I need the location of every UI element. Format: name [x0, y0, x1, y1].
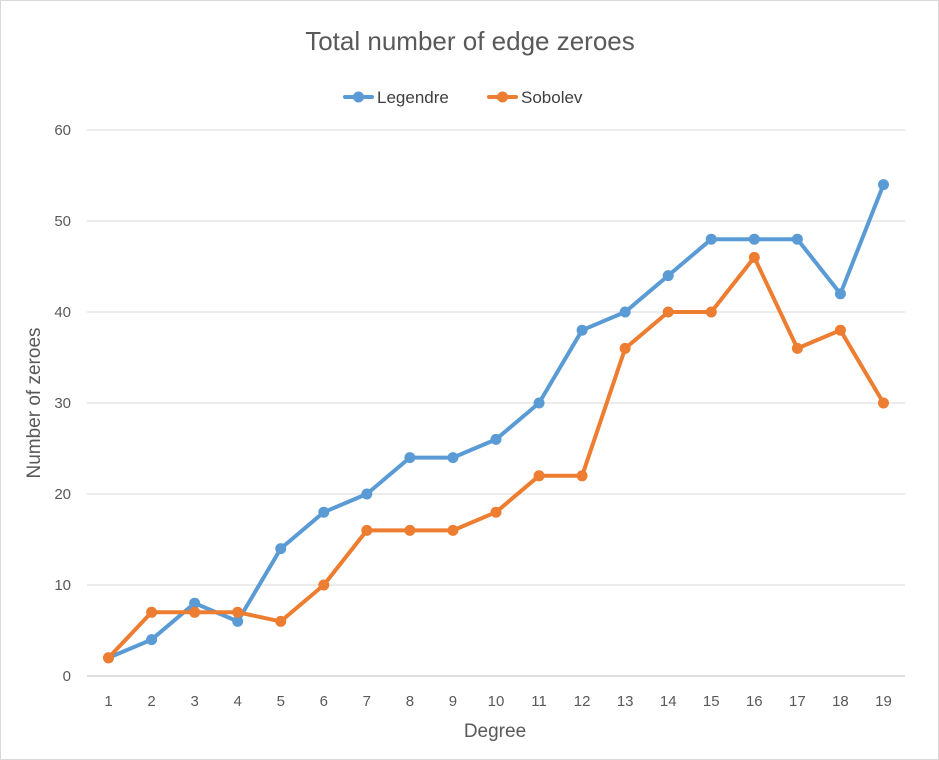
data-point [877, 179, 889, 191]
x-axis-title: Degree [464, 721, 526, 742]
y-tick-label: 50 [54, 213, 71, 230]
gridlines [87, 129, 905, 677]
data-point [361, 524, 373, 536]
data-point [834, 288, 846, 300]
legend: Legendre Sobolev [343, 88, 583, 107]
x-tick-label: 19 [875, 693, 892, 710]
data-point [232, 606, 244, 618]
legend-label: Legendre [377, 88, 449, 107]
series-legendre [103, 179, 889, 664]
x-tick-label: 14 [660, 693, 677, 710]
data-point [404, 524, 416, 536]
data-point [189, 606, 201, 618]
data-point [533, 397, 545, 409]
series-layer [103, 179, 889, 664]
x-tick-label: 17 [789, 693, 806, 710]
series-line [106, 182, 886, 660]
data-point [490, 433, 502, 445]
data-point [619, 306, 631, 318]
data-point [877, 397, 889, 409]
data-point [275, 615, 287, 627]
data-point [318, 579, 330, 591]
data-point [404, 452, 416, 464]
data-point [275, 543, 287, 555]
series-line [106, 255, 886, 660]
data-point [834, 324, 846, 336]
data-point [576, 470, 588, 482]
x-tick-label: 5 [277, 693, 285, 710]
data-point [146, 634, 158, 646]
legend-item: Legendre [343, 88, 449, 107]
data-point [705, 233, 717, 245]
data-point [576, 324, 588, 336]
data-point [662, 306, 674, 318]
x-tick-label: 12 [574, 693, 591, 710]
x-tick-label: 8 [406, 693, 414, 710]
data-point [146, 606, 158, 618]
y-tick-label: 20 [54, 486, 71, 503]
data-point [232, 615, 244, 627]
data-point [103, 652, 115, 664]
x-tick-label: 2 [147, 693, 155, 710]
y-axis-title: Number of zeroes [24, 327, 45, 478]
data-point [490, 506, 502, 518]
chart-title: Total number of edge zeroes [305, 26, 635, 56]
data-point [748, 251, 760, 263]
data-point [189, 597, 201, 609]
x-axis-ticks: 1 2 3 4 5 6 7 8 9 10 11 12 13 14 15 16 17 18 19 [104, 693, 891, 710]
legend-label: Sobolev [521, 88, 583, 107]
x-tick-label: 6 [320, 693, 328, 710]
legend-swatch-marker [353, 91, 364, 103]
data-point [619, 342, 631, 354]
x-tick-label: 11 [531, 693, 547, 710]
y-tick-label: 40 [54, 304, 71, 321]
legend-item: Sobolev [487, 88, 583, 107]
x-tick-label: 4 [234, 693, 242, 710]
x-tick-label: 16 [746, 693, 763, 710]
x-tick-label: 1 [104, 693, 112, 710]
data-point [318, 506, 330, 518]
y-tick-label: 0 [63, 668, 71, 685]
data-point [791, 342, 803, 354]
x-tick-label: 15 [703, 693, 720, 710]
data-point [705, 306, 717, 318]
y-tick-label: 30 [54, 395, 71, 412]
y-axis-ticks: 0 10 20 30 40 50 60 [54, 122, 71, 685]
data-point [447, 452, 459, 464]
y-tick-label: 10 [54, 577, 71, 594]
data-point [361, 488, 373, 500]
data-point [447, 524, 459, 536]
data-point [748, 233, 760, 245]
x-tick-label: 10 [488, 693, 505, 710]
x-tick-label: 3 [190, 693, 198, 710]
data-point [662, 270, 674, 282]
series-sobolev [103, 251, 889, 664]
y-tick-label: 60 [54, 122, 71, 139]
data-point [791, 233, 803, 245]
x-tick-label: 9 [449, 693, 457, 710]
x-tick-label: 18 [832, 693, 849, 710]
x-tick-label: 7 [363, 693, 371, 710]
legend-swatch-marker [497, 91, 508, 103]
data-point [533, 470, 545, 482]
x-tick-label: 13 [617, 693, 634, 710]
